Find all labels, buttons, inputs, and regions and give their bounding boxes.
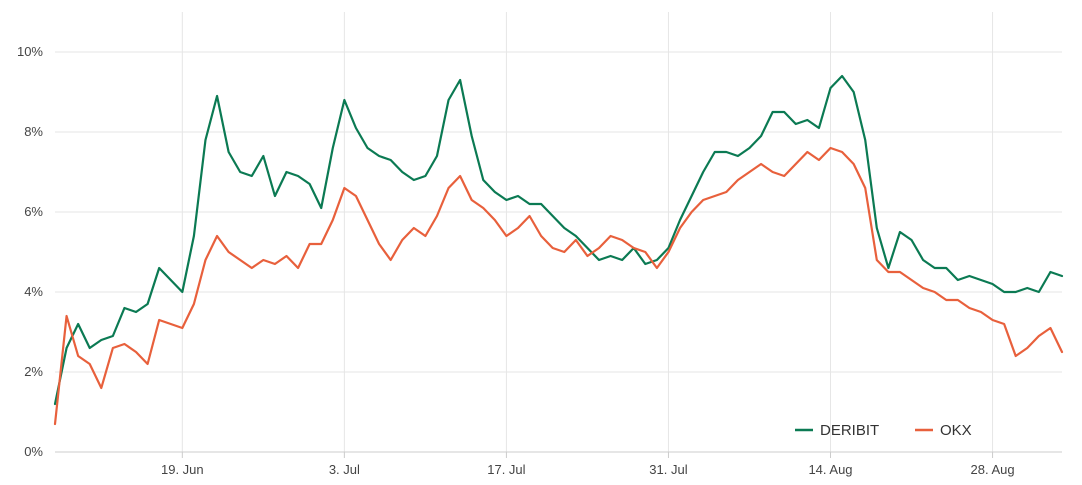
y-tick-label: 10% xyxy=(17,44,43,59)
series-lines xyxy=(53,74,1064,426)
x-tick-label: 17. Jul xyxy=(487,462,525,477)
x-tick-label: 31. Jul xyxy=(649,462,687,477)
y-tick-label: 4% xyxy=(24,284,43,299)
x-tick-label: 19. Jun xyxy=(161,462,204,477)
x-axis-ticks: 19. Jun 3. Jul 17. Jul 31. Jul 14. Aug 28. Au… xyxy=(161,452,1015,477)
x-tick-label: 3. Jul xyxy=(329,462,360,477)
x-tick-label: 28. Aug xyxy=(970,462,1014,477)
y-tick-label: 8% xyxy=(24,124,43,139)
legend-label-deribit[interactable]: DERIBIT xyxy=(820,422,879,439)
y-tick-label: 6% xyxy=(24,204,43,219)
y-tick-label: 2% xyxy=(24,364,43,379)
series-line-okx xyxy=(53,146,1064,426)
y-axis-ticks: 0% 2% 4% 6% 8% 10% xyxy=(17,44,43,459)
x-tick-label: 14. Aug xyxy=(808,462,852,477)
legend: DERIBIT OKX xyxy=(795,422,972,439)
grid xyxy=(55,12,1062,452)
y-tick-label: 0% xyxy=(24,444,43,459)
series-line-deribit xyxy=(53,74,1064,406)
legend-label-okx[interactable]: OKX xyxy=(940,422,972,439)
